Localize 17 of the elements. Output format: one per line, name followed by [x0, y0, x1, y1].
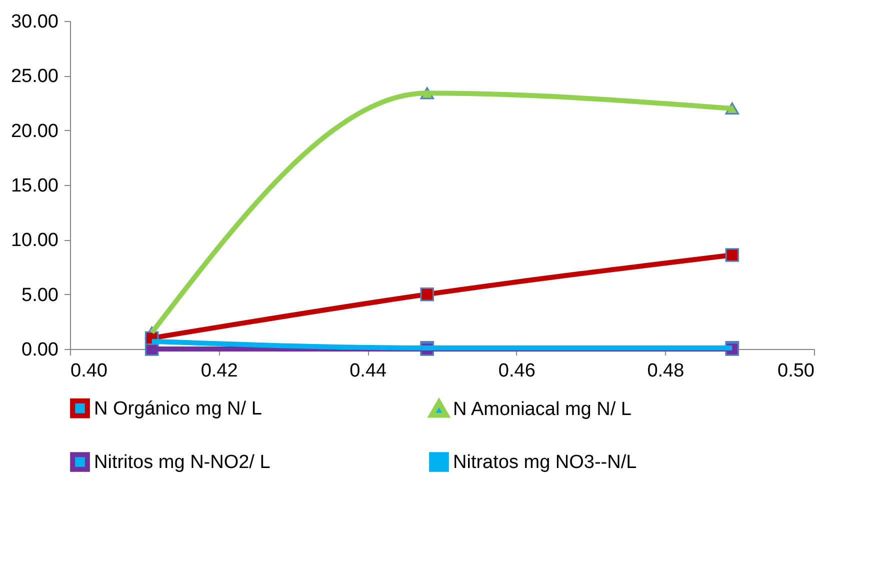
legend-label: Nitritos mg N-NO2/ L — [94, 452, 270, 473]
y-tick-label: 25.00 — [10, 66, 58, 88]
legend-label: N Amoniacal mg N/ L — [453, 398, 632, 420]
x-tick-label: 0.42 — [200, 360, 238, 382]
x-tick-label: 0.48 — [647, 360, 684, 382]
x-tick-label: 0.50 — [778, 360, 814, 382]
x-tick-label: 0.46 — [498, 360, 536, 382]
y-tick-label: 5.00 — [22, 284, 58, 306]
legend-label: N Orgánico mg N/ L — [94, 398, 262, 420]
y-tick-label: 20.00 — [10, 120, 58, 142]
legend-label: Nitratos mg NO3--N/L — [453, 452, 637, 473]
y-tick-label: 15.00 — [10, 176, 58, 196]
y-tick-label: 0.00 — [22, 340, 58, 360]
x-tick-label: 0.40 — [70, 360, 108, 382]
y-tick-label: 30.00 — [10, 12, 58, 32]
x-tick-label: 0.44 — [350, 360, 388, 382]
y-tick-label: 10.00 — [10, 230, 58, 252]
